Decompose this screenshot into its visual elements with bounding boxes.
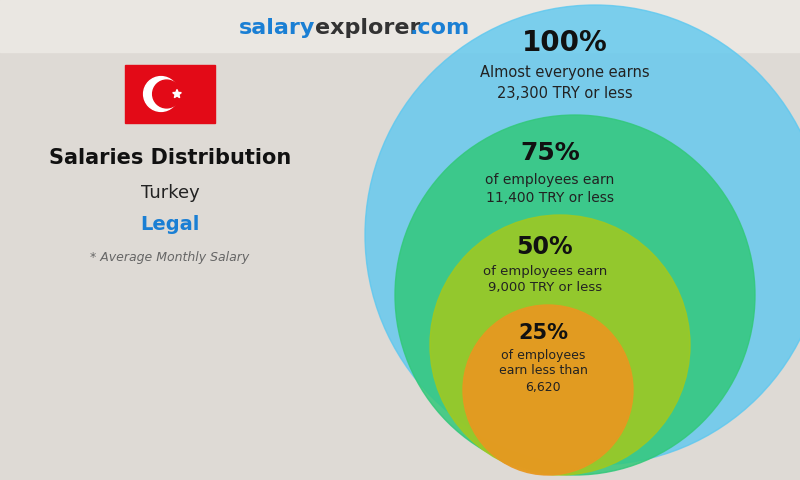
Text: 25%: 25% — [518, 323, 568, 343]
Circle shape — [395, 115, 755, 475]
Text: of employees earn: of employees earn — [486, 173, 614, 187]
Text: 11,400 TRY or less: 11,400 TRY or less — [486, 191, 614, 205]
Text: of employees: of employees — [501, 348, 585, 361]
Text: explorer: explorer — [315, 18, 421, 38]
Polygon shape — [173, 89, 182, 97]
Text: 50%: 50% — [517, 235, 574, 259]
Circle shape — [463, 305, 633, 475]
Bar — [125, 65, 215, 123]
Text: 100%: 100% — [522, 29, 608, 57]
Text: * Average Monthly Salary: * Average Monthly Salary — [90, 252, 250, 264]
Text: earn less than: earn less than — [498, 364, 587, 377]
Circle shape — [430, 215, 690, 475]
Text: 6,620: 6,620 — [525, 381, 561, 394]
Text: 9,000 TRY or less: 9,000 TRY or less — [488, 280, 602, 293]
Text: 23,300 TRY or less: 23,300 TRY or less — [497, 85, 633, 100]
Text: of employees earn: of employees earn — [483, 264, 607, 277]
Circle shape — [144, 77, 178, 111]
Text: .com: .com — [410, 18, 470, 38]
Text: salary: salary — [238, 18, 315, 38]
Circle shape — [365, 5, 800, 465]
Circle shape — [153, 80, 181, 108]
Text: Legal: Legal — [140, 216, 200, 235]
Bar — [0, 0, 800, 52]
Text: Salaries Distribution: Salaries Distribution — [49, 148, 291, 168]
Text: Almost everyone earns: Almost everyone earns — [480, 65, 650, 81]
Text: Turkey: Turkey — [141, 184, 199, 202]
Text: 75%: 75% — [520, 141, 580, 165]
